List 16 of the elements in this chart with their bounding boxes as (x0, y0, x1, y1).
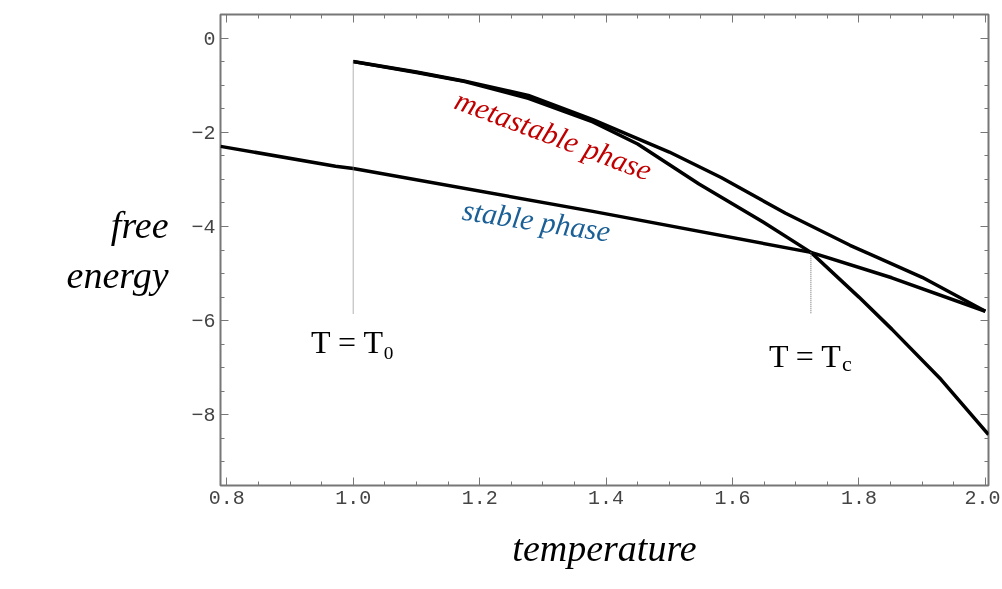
x-tick-label: 1.0 (335, 486, 372, 510)
annotation: stable phase (460, 192, 613, 248)
x-tick-label: 2.0 (964, 486, 1001, 510)
y-tick-label: −8 (191, 404, 216, 428)
x-tick-label: 1.8 (840, 486, 877, 510)
x-axis-title: temperature (512, 526, 697, 569)
y-tick-label: −6 (191, 310, 216, 334)
x-tick-label: 1.2 (461, 486, 498, 510)
x-tick-label: 0.8 (208, 486, 245, 510)
y-axis-title: free energy (66, 203, 169, 297)
y-tick-label: 0 (203, 27, 216, 51)
x-tick-label: 1.6 (714, 486, 751, 510)
y-tick-label: −4 (191, 215, 216, 239)
x-tick-label: 1.4 (588, 486, 625, 510)
y-tick-label: −2 (191, 121, 216, 145)
annotation: T = T₀ (311, 323, 395, 360)
